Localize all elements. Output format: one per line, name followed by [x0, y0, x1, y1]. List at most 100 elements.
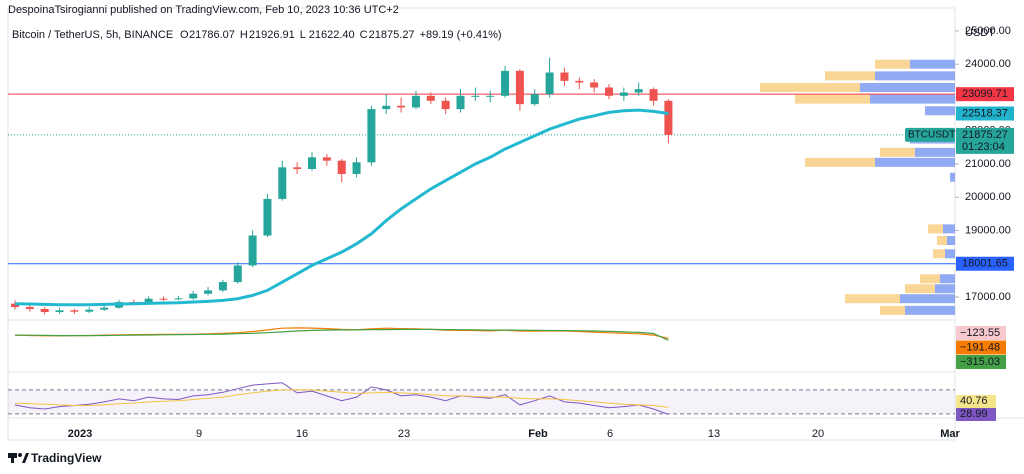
rsi-label-bg [956, 395, 996, 408]
volume-up [880, 147, 915, 157]
y-tick-label: 21000.00 [965, 158, 1011, 170]
candle-body [337, 160, 346, 174]
volume-down [915, 147, 955, 157]
candle-body [515, 70, 524, 105]
ohlc-key: C [360, 29, 368, 41]
candle-body [322, 157, 331, 161]
volume-down [900, 294, 955, 304]
macd-label: −191.48 [960, 341, 1000, 353]
candle-body [40, 309, 49, 313]
x-tick-label: 23 [398, 428, 410, 440]
volume-down [905, 305, 955, 315]
candle-body [426, 95, 435, 101]
candle-body [486, 95, 495, 97]
ohlc-value: 21875.27 [369, 29, 415, 41]
candle-body [25, 307, 34, 310]
candle-body [233, 265, 242, 283]
candle-body [382, 105, 391, 110]
volume-down [935, 284, 955, 294]
candle-body [456, 95, 465, 110]
frame [7, 7, 956, 441]
x-tick-label: 2023 [68, 428, 92, 440]
ohlc-value: 21786.07 [189, 29, 235, 41]
volume-up [880, 305, 905, 315]
x-tick-label: Mar [940, 428, 960, 440]
candle-body [293, 167, 302, 169]
macd-label-bg [956, 355, 1006, 369]
ohlc-key: L [300, 29, 306, 41]
volume-up [928, 224, 943, 234]
brand: TradingView [31, 451, 102, 465]
x-tick-label: 16 [296, 428, 308, 440]
candle-body [634, 89, 643, 93]
publisher: DespoinaTsirogianni published on Trading… [8, 4, 399, 16]
volume-down [910, 59, 955, 69]
price-label-bg [956, 256, 1014, 271]
price-label-bg [956, 87, 1014, 102]
volume-up [795, 94, 870, 104]
candle-body [367, 109, 376, 163]
candle-body [560, 72, 569, 81]
candle-body [397, 105, 406, 108]
volume-down [875, 71, 955, 81]
ohlc-value: 21926.91 [249, 29, 295, 41]
candle-body [605, 87, 613, 96]
candle-body [501, 70, 510, 96]
y-tick-label: 19000.00 [965, 224, 1011, 236]
ohlc-value: 21622.40 [309, 29, 355, 41]
candle-body [55, 310, 64, 313]
volume-down [950, 172, 955, 182]
candle-body [619, 92, 628, 96]
moving-average [14, 108, 669, 307]
currency: USDT [965, 27, 995, 39]
volume-down [940, 274, 955, 284]
rsi-line [14, 382, 669, 415]
candle-body [100, 307, 109, 310]
x-tick-label: 9 [196, 428, 202, 440]
candle-body [159, 298, 168, 300]
last-price-bg [956, 127, 1014, 154]
volume-down [860, 82, 955, 92]
candle-body [248, 235, 257, 266]
price-label: 22518.37 [962, 107, 1008, 119]
candle-body [11, 303, 19, 308]
candle-body [278, 167, 287, 199]
candle-body [649, 89, 658, 101]
volume-down [945, 249, 955, 259]
candle-body [308, 157, 316, 169]
x-tick-label: Feb [528, 428, 548, 440]
price-label-bg [956, 106, 1014, 121]
x-tick-label: 20 [812, 428, 824, 440]
rsi-label: 28.99 [960, 408, 988, 420]
last-price-label: 21875.27 [962, 129, 1008, 141]
y-tick-label: 24000.00 [965, 58, 1011, 70]
candle-body [441, 100, 450, 110]
volume-up [825, 71, 875, 81]
rsi-label: 40.76 [960, 395, 988, 407]
x-tick-label: 13 [708, 428, 720, 440]
candle-body [352, 162, 361, 174]
candle-body [70, 310, 79, 312]
volume-up [933, 249, 945, 259]
volume-up [845, 294, 900, 304]
candle-body [174, 298, 183, 300]
candle-body [411, 95, 420, 108]
y-tick-label: 25000.00 [965, 25, 1011, 37]
countdown: 01:23:04 [962, 141, 1005, 153]
macd-label: −315.03 [960, 356, 1000, 368]
candle-body [144, 298, 153, 303]
candle-body [664, 100, 673, 135]
volume-up [805, 157, 875, 167]
candle-body [530, 94, 539, 105]
volume-up [875, 59, 910, 69]
candle-body [263, 198, 272, 236]
candle-body [218, 282, 227, 291]
price-label: 18001.65 [962, 258, 1008, 270]
candle-body [545, 72, 554, 95]
candle-body [590, 82, 599, 88]
symbol-label: BTCUSDT [908, 130, 955, 141]
rsi-band [8, 389, 955, 414]
macd-label: −123.55 [960, 327, 1000, 339]
macd-line [14, 328, 669, 341]
candle-body [575, 80, 584, 83]
